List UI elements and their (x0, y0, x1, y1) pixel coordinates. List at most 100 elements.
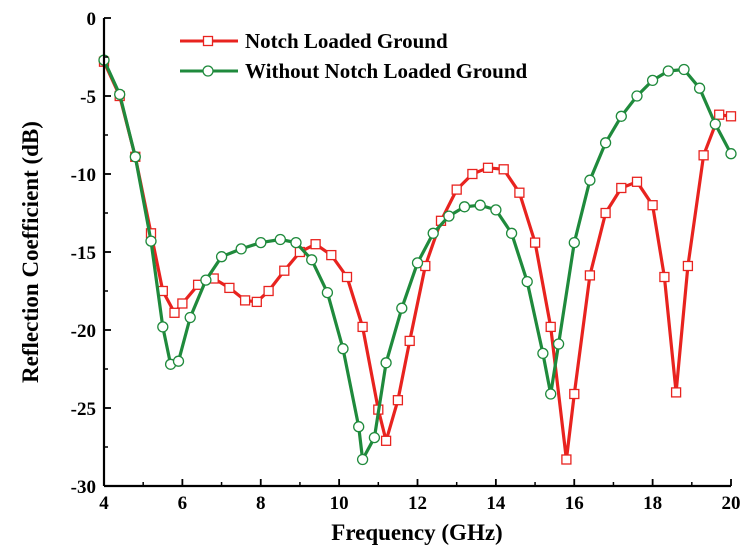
x-tick-label: 10 (330, 493, 349, 514)
data-point-without-notch-2 (129, 151, 141, 163)
data-point-without-notch-16 (337, 343, 349, 355)
data-point-without-notch-33 (568, 236, 580, 249)
y-tick-label: -20 (71, 321, 96, 342)
data-point-notch-25 (451, 184, 462, 195)
data-point-without-notch-9 (215, 251, 228, 263)
data-point-notch-21 (392, 395, 404, 406)
data-point-notch-38 (647, 200, 658, 211)
data-point-notch-11 (251, 296, 262, 308)
y-tick-label: 0 (87, 9, 97, 30)
data-point-notch-41 (682, 260, 694, 272)
x-axis-title: Frequency (GHz) (331, 520, 502, 545)
data-point-notch-13 (279, 265, 290, 276)
data-point-notch-26 (467, 168, 478, 180)
x-tick-label: 16 (565, 493, 584, 514)
y-tick-label: -5 (80, 87, 96, 108)
data-point-without-notch-28 (505, 227, 518, 239)
data-point-notch-42 (698, 150, 709, 161)
legend-label-notch: Notch Loaded Ground (245, 29, 448, 53)
legend-label-without-notch: Without Notch Loaded Ground (245, 59, 528, 83)
data-point-without-notch-18 (356, 453, 369, 466)
data-point-notch-32 (561, 454, 572, 465)
data-point-notch-22 (404, 335, 415, 347)
data-point-notch-28 (498, 164, 509, 175)
data-point-without-notch-14 (306, 254, 318, 266)
data-point-without-notch-25 (458, 201, 471, 213)
data-point-without-notch-3 (145, 235, 157, 247)
data-point-notch-18 (357, 321, 368, 333)
y-tick-label: -10 (71, 165, 96, 186)
x-tick-label: 6 (178, 493, 188, 514)
data-point-notch-27 (482, 162, 494, 173)
legend-marker-without-notch (202, 65, 214, 77)
x-tick-label: 12 (408, 493, 427, 514)
axes-layer: 4 6 8 10 12 14 16 18 20 0 -5 -10 -15 -20 -25 -30 (71, 9, 741, 514)
data-point-without-notch-15 (321, 286, 334, 299)
x-tick-label: 8 (256, 493, 266, 514)
legend-marker-notch (202, 35, 214, 47)
data-point-notch-37 (631, 176, 643, 187)
y-axis-title: Reflection Coefficient (dB) (18, 121, 43, 383)
data-point-without-notch-8 (200, 274, 212, 286)
data-point-notch-40 (670, 387, 682, 398)
data-point-notch-31 (545, 321, 556, 333)
data-point-without-notch-24 (443, 210, 455, 222)
data-point-notch-10 (239, 295, 251, 306)
data-point-without-notch-23 (427, 227, 439, 239)
data-point-without-notch-17 (353, 421, 365, 433)
x-tick-label: 14 (486, 493, 506, 514)
data-point-without-notch-12 (274, 233, 286, 246)
data-point-without-notch-4 (157, 321, 169, 333)
data-point-without-notch-27 (490, 204, 502, 216)
data-point-without-notch-20 (380, 357, 392, 369)
data-point-notch-12 (263, 285, 274, 297)
data-point-notch-30 (529, 237, 541, 248)
data-point-without-notch-36 (615, 110, 627, 122)
data-point-without-notch-22 (411, 257, 424, 269)
data-point-notch-15 (310, 239, 321, 250)
data-point-without-notch-26 (474, 199, 486, 211)
data-point-notch-17 (341, 271, 353, 283)
data-point-without-notch-7 (184, 311, 196, 324)
data-point-without-notch-35 (599, 137, 612, 149)
data-point-without-notch-31 (545, 388, 557, 400)
data-point-notch-29 (514, 187, 525, 198)
data-point-without-notch-32 (552, 338, 565, 350)
data-point-notch-9 (224, 282, 235, 294)
data-point-without-notch-29 (521, 275, 533, 288)
data-point-without-notch-34 (584, 174, 596, 186)
data-point-notch-39 (659, 271, 670, 283)
data-point-without-notch-11 (255, 236, 267, 249)
data-point-notch-5 (169, 307, 180, 318)
data-point-without-notch-6 (172, 355, 185, 367)
data-point-notch-6 (177, 298, 188, 309)
data-point-without-notch-1 (114, 88, 126, 101)
data-point-without-notch-39 (662, 65, 674, 77)
data-point-notch-35 (600, 207, 611, 219)
x-tick-label: 4 (99, 493, 109, 514)
data-point-without-notch-13 (290, 236, 302, 249)
data-point-notch-43 (714, 109, 725, 120)
x-tick-label: 18 (643, 493, 662, 514)
plot-area (98, 54, 737, 466)
data-point-without-notch-41 (693, 82, 706, 94)
data-point-notch-34 (584, 270, 596, 281)
data-point-without-notch-42 (709, 118, 721, 130)
y-tick-label: -30 (71, 477, 96, 498)
data-point-without-notch-40 (678, 63, 690, 76)
data-point-without-notch-37 (631, 90, 643, 102)
data-point-without-notch-19 (368, 431, 381, 444)
data-point-without-notch-30 (537, 347, 549, 360)
y-tick-label: -25 (71, 399, 96, 420)
data-point-notch-16 (326, 249, 337, 261)
data-point-without-notch-10 (235, 243, 247, 255)
x-tick-label: 20 (722, 493, 741, 514)
data-point-notch-20 (380, 435, 392, 446)
data-point-without-notch-43 (725, 148, 737, 160)
y-tick-label: -15 (71, 243, 96, 264)
data-point-without-notch-21 (396, 302, 408, 314)
legend-box (165, 27, 585, 89)
data-point-notch-36 (616, 182, 627, 194)
